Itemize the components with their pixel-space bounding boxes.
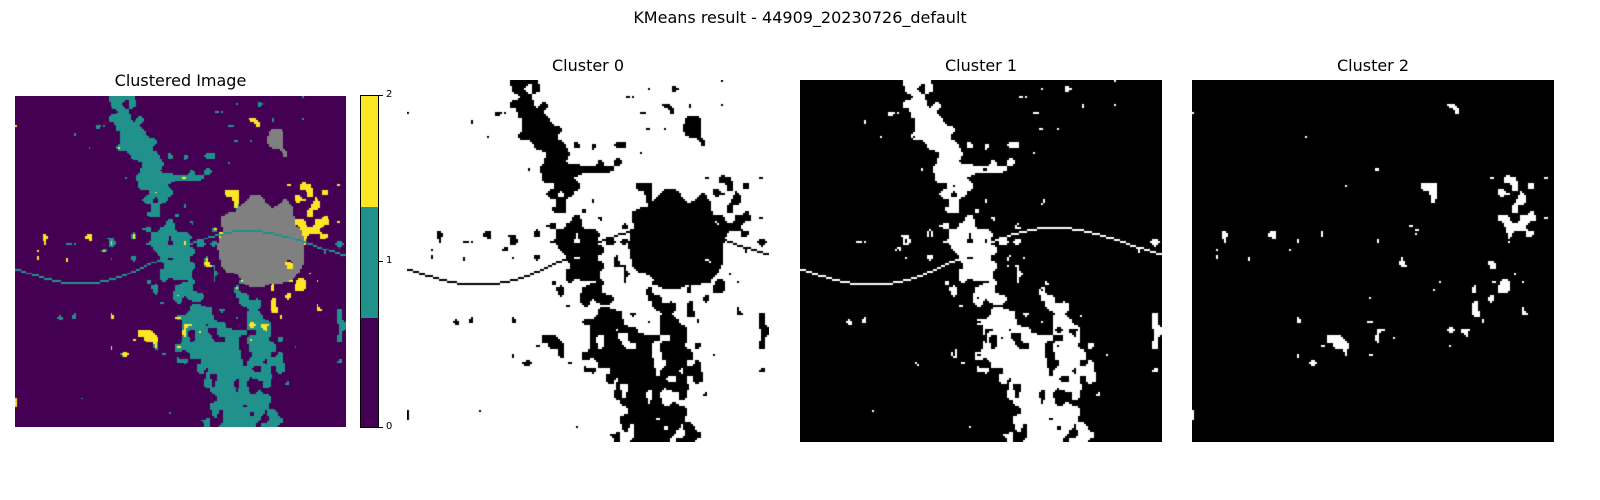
colorbar <box>360 95 379 428</box>
colorbar-tick-label-1: 1 <box>386 255 393 266</box>
cluster-2-title: Cluster 2 <box>1336 56 1410 75</box>
clustered-image-title: Clustered Image <box>114 71 247 90</box>
cluster-1-mask <box>800 80 1162 442</box>
cluster-0-canvas <box>407 80 769 442</box>
colorbar-tick-2 <box>379 95 383 96</box>
clustered-image-canvas <box>15 96 346 427</box>
cluster-2-mask <box>1192 80 1554 442</box>
cluster-2-canvas <box>1192 80 1554 442</box>
colorbar-tick-1 <box>379 261 383 262</box>
colorbar-segment-2 <box>361 96 378 207</box>
colorbar-segment-1 <box>361 207 378 318</box>
cluster-0-mask <box>407 80 769 442</box>
figure-suptitle: KMeans result - 44909_20230726_default <box>633 8 967 27</box>
cluster-1-title: Cluster 1 <box>944 56 1018 75</box>
colorbar-tick-label-0: 0 <box>386 421 393 432</box>
colorbar-segment-0 <box>361 318 378 427</box>
colorbar-tick-0 <box>379 427 383 428</box>
cluster-1-canvas <box>800 80 1162 442</box>
clustered-image <box>15 96 346 427</box>
cluster-0-title: Cluster 0 <box>551 56 625 75</box>
colorbar-tick-label-2: 2 <box>386 89 393 100</box>
